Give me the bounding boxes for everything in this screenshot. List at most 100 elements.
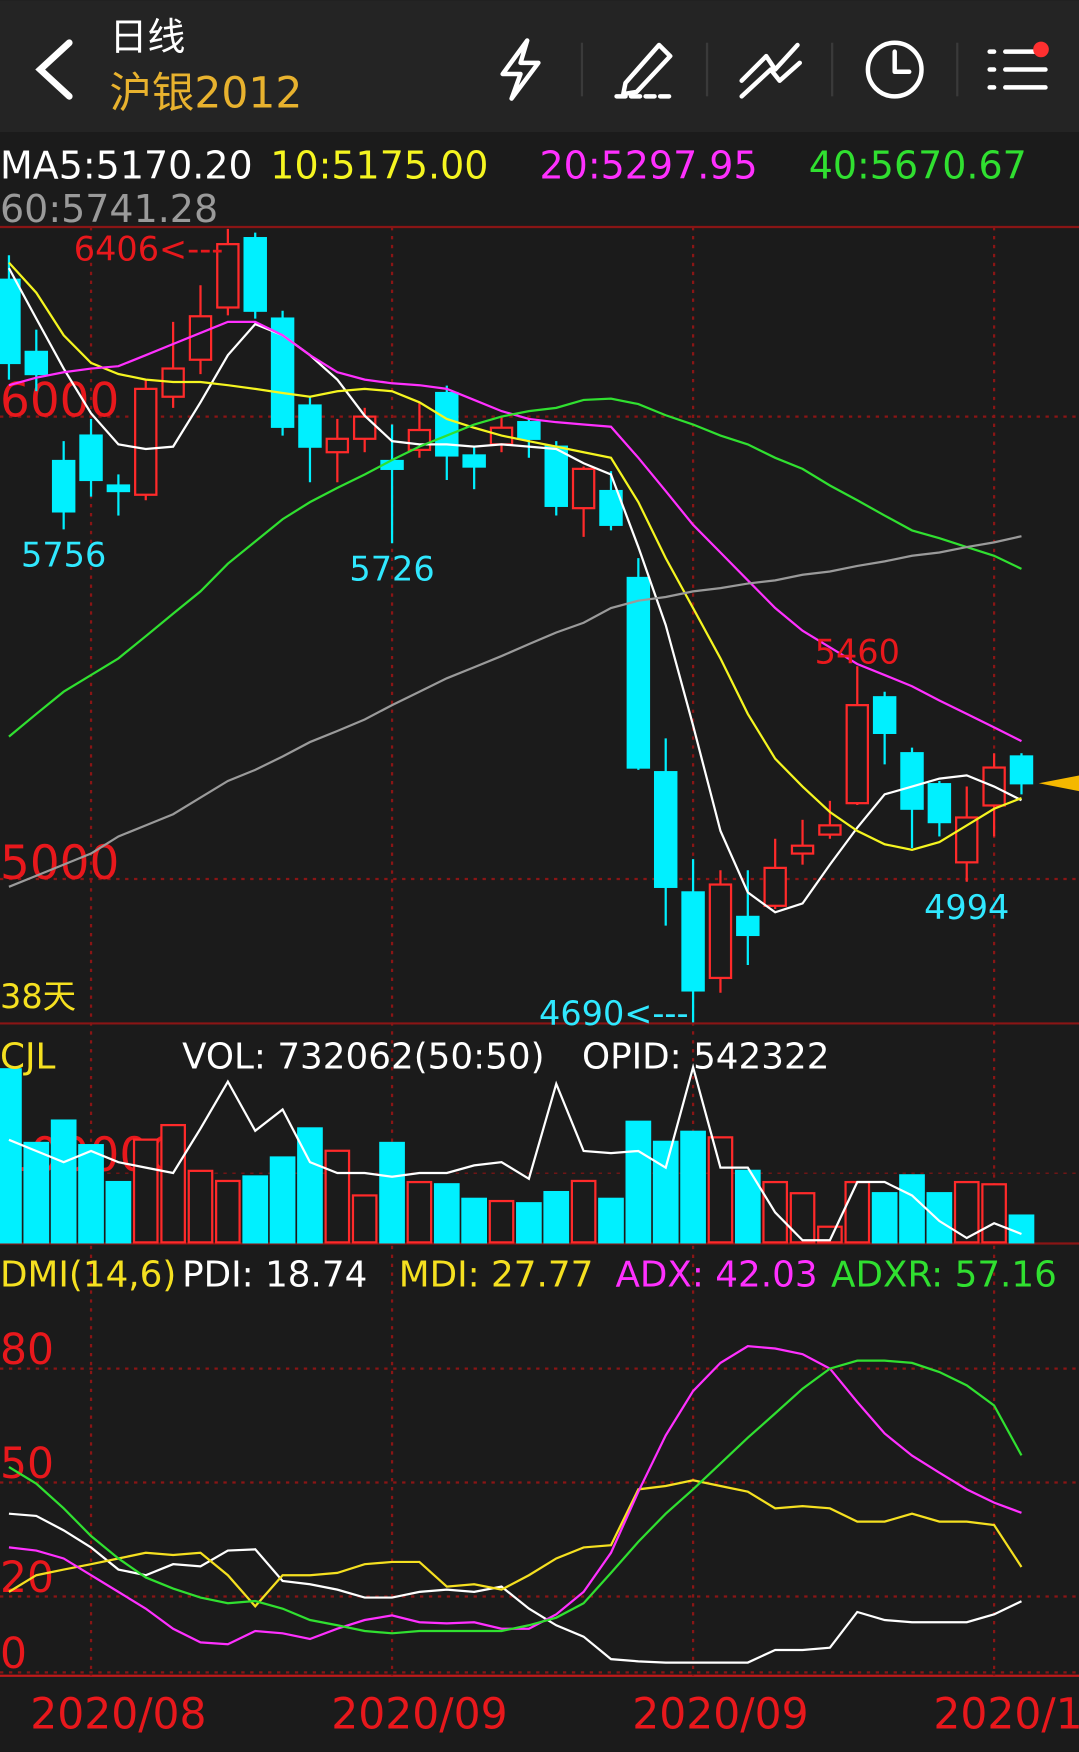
candle-body	[462, 454, 486, 468]
candle-body	[818, 824, 842, 836]
volume-bar	[433, 1183, 460, 1244]
legend-entry: MA5:5170.20	[0, 144, 253, 188]
volume-bar	[817, 1225, 843, 1244]
candle-body	[216, 243, 240, 309]
clock-icon[interactable]	[865, 40, 924, 99]
price-annotation: 6406<---	[74, 229, 224, 268]
candle-body	[270, 317, 295, 428]
candle-body	[653, 771, 678, 888]
candle-body	[0, 278, 21, 365]
volume-bar	[652, 1140, 679, 1244]
candle-body	[243, 237, 267, 312]
volume-bar	[105, 1180, 132, 1244]
legend-entry: ADX: 42.03	[615, 1254, 817, 1295]
candle-body	[325, 437, 350, 454]
legend-entry: 20:5297.95	[540, 144, 758, 188]
candle-body	[681, 891, 705, 992]
x-tick-label: 2020/10	[933, 1690, 1079, 1739]
y-tick-label: 0	[0, 1630, 27, 1679]
volume-bar	[789, 1192, 816, 1244]
volume-bar	[324, 1149, 351, 1244]
volume-bar	[1008, 1214, 1035, 1244]
line-series	[8, 535, 1022, 888]
flash-icon[interactable]	[500, 38, 541, 101]
price-annotation: 5460	[815, 632, 900, 671]
volume-bar	[598, 1197, 624, 1244]
volume-bar	[625, 1120, 652, 1244]
candle-body	[927, 783, 952, 824]
volume-bar	[242, 1175, 269, 1244]
legend-entry: PDI: 18.74	[182, 1254, 367, 1295]
candle-body	[790, 844, 815, 855]
candle-body	[188, 315, 213, 361]
volume-bar	[926, 1192, 953, 1244]
candle-body	[79, 434, 103, 482]
volume-bar	[871, 1192, 898, 1244]
volume-bar	[269, 1156, 296, 1244]
toolbar-separators	[580, 42, 959, 97]
volume-bar	[132, 1138, 159, 1244]
panel-title: CJL	[0, 1036, 55, 1077]
line-series	[8, 397, 1022, 738]
notice-dot	[1033, 41, 1049, 58]
volume-bar	[0, 1068, 22, 1244]
legend-entry: OPID: 542322	[582, 1036, 830, 1077]
price-annotation: 5726	[349, 549, 434, 588]
trend-icon[interactable]	[739, 42, 802, 99]
volume-bar	[351, 1194, 378, 1244]
candle-body	[24, 350, 49, 376]
line-series	[8, 1479, 1023, 1608]
candle-body	[599, 489, 623, 526]
legend-entry: ADXR: 57.16	[831, 1254, 1057, 1295]
menu-icon[interactable]	[987, 49, 1048, 90]
candle-body	[352, 415, 377, 440]
volume-bar	[516, 1202, 542, 1244]
volume-bar	[379, 1141, 405, 1244]
candle-body	[134, 387, 158, 496]
volume-bar	[50, 1119, 77, 1244]
volume-bar	[461, 1197, 488, 1244]
line-series	[8, 1062, 1022, 1242]
symbol-name: 沪银2012	[109, 70, 302, 119]
y-tick-label: 20	[0, 1554, 54, 1603]
toolbar	[500, 38, 1048, 101]
volume-bar	[543, 1190, 570, 1244]
candle-body	[708, 883, 733, 980]
volume-bar	[23, 1141, 50, 1244]
candle-body	[872, 696, 897, 734]
candle-body	[517, 421, 541, 440]
legend-entry: 40:5670.67	[809, 144, 1027, 188]
volume-bar	[297, 1127, 323, 1244]
candle-body	[106, 484, 131, 493]
candle-body	[736, 915, 760, 937]
back-button[interactable]	[35, 39, 73, 100]
candle-body	[571, 467, 596, 510]
line-series	[8, 261, 1022, 852]
legend-entry: MDI: 27.77	[399, 1254, 594, 1295]
x-tick-label: 2020/09	[331, 1690, 507, 1739]
candle-body	[626, 576, 651, 769]
price-annotation: 4994	[924, 888, 1009, 927]
volume-bar	[187, 1169, 214, 1244]
volume-bar	[707, 1136, 734, 1244]
volume-bar	[899, 1174, 925, 1244]
price-annotation: 4690<---	[539, 994, 689, 1033]
x-tick-label: 2020/08	[30, 1690, 206, 1739]
candle-body	[900, 752, 924, 810]
last-price-marker	[1038, 775, 1079, 792]
candle-body	[544, 445, 568, 507]
volume-bar	[215, 1179, 241, 1244]
price-annotation: 5756	[21, 536, 106, 575]
line-series	[7, 267, 1022, 914]
candle-body	[435, 391, 459, 457]
page-title: 日线	[109, 15, 185, 59]
y-tick-label: 80	[0, 1326, 54, 1375]
draw-icon[interactable]	[614, 42, 677, 99]
legend-entry: 60:5741.28	[0, 187, 218, 231]
panel-title: DMI(14,6)	[0, 1254, 176, 1295]
volume-bar	[680, 1130, 706, 1244]
volume-bar	[734, 1169, 761, 1244]
